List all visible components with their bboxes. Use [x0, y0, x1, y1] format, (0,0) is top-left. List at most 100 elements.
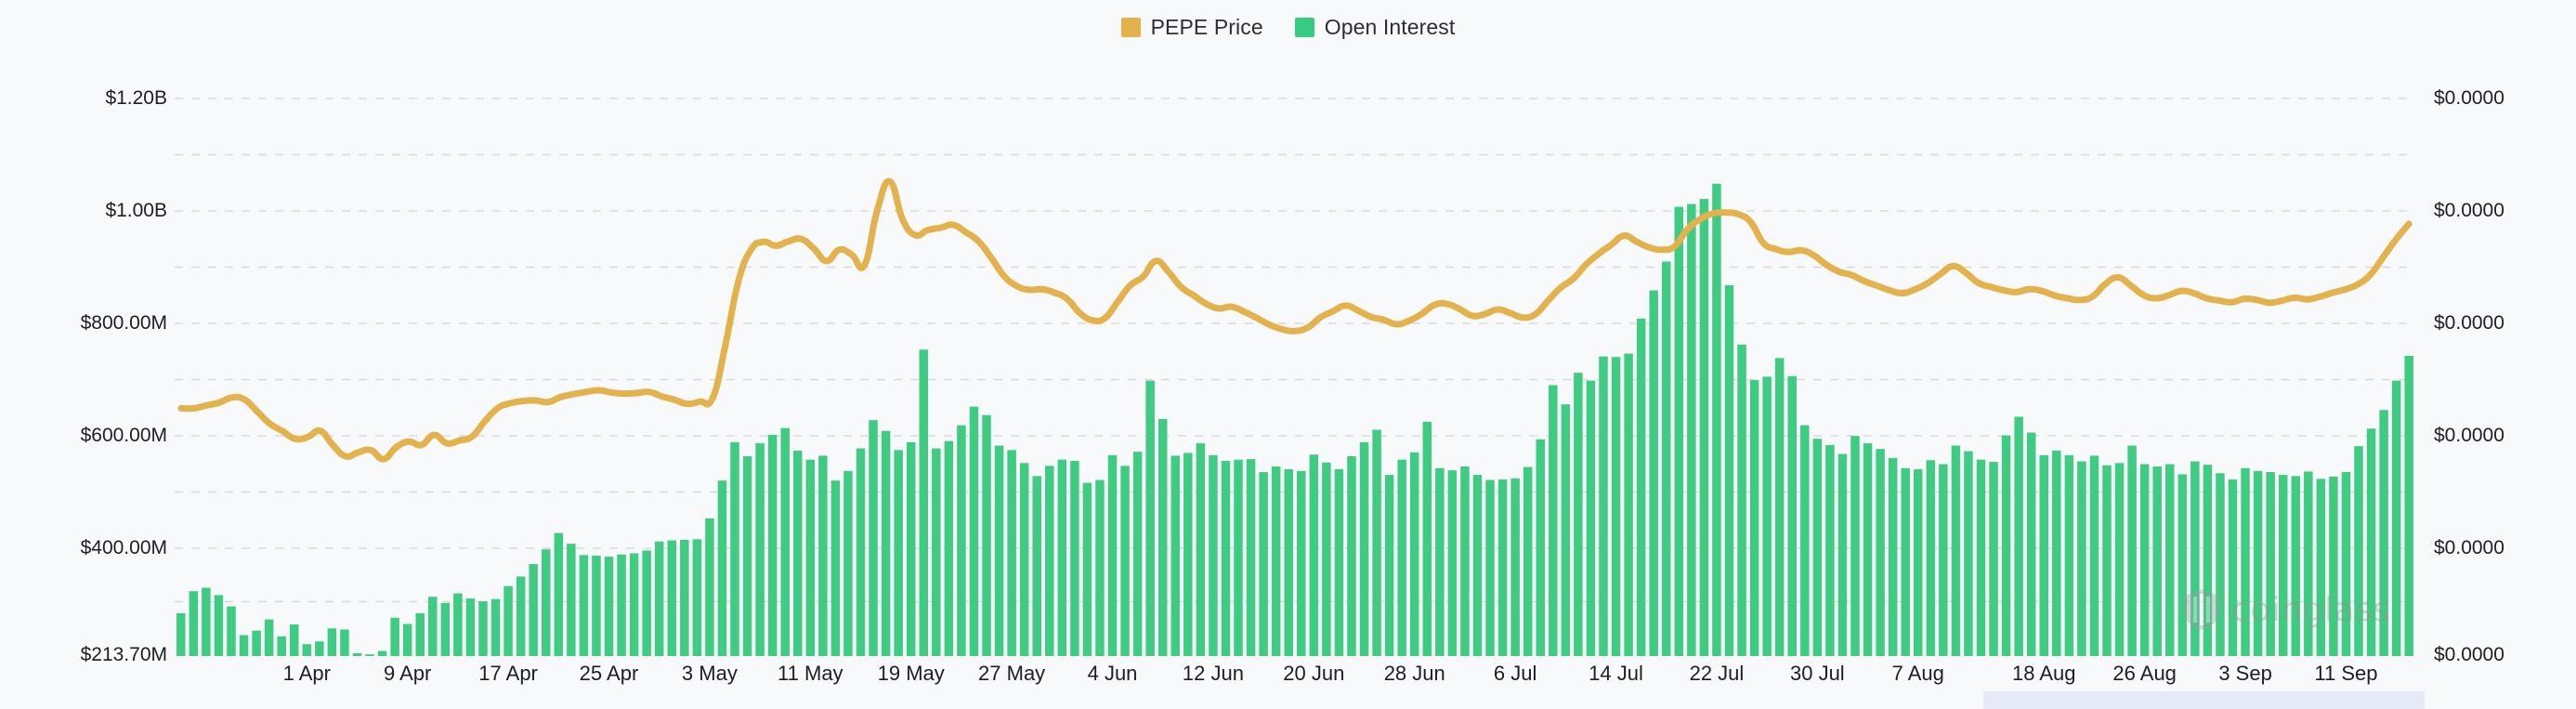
- open-interest-bar: [2177, 474, 2188, 656]
- open-interest-bar: [755, 443, 765, 656]
- open-interest-bar: [478, 601, 488, 656]
- open-interest-bar: [315, 641, 324, 656]
- open-interest-bar: [1586, 380, 1596, 656]
- range-scrollbar[interactable]: [0, 691, 2576, 709]
- open-interest-bar: [428, 597, 438, 656]
- open-interest-bar: [1674, 206, 1684, 656]
- open-interest-bar: [1297, 470, 1306, 656]
- open-interest-bar: [2089, 455, 2099, 656]
- open-interest-bar: [1787, 375, 1797, 656]
- open-interest-bar: [1837, 453, 1848, 656]
- open-interest-bar: [592, 555, 601, 656]
- open-interest-bar: [1120, 466, 1130, 656]
- open-interest-bar: [919, 349, 929, 656]
- y-axis-right-tick: $0.0000: [2434, 537, 2504, 558]
- open-interest-bar: [2266, 472, 2275, 656]
- open-interest-bar: [957, 425, 966, 656]
- open-interest-bar: [2404, 355, 2413, 656]
- x-axis-tick: 1 Apr: [282, 662, 331, 685]
- open-interest-bar: [567, 544, 576, 656]
- legend-item-open-interest[interactable]: Open Interest: [1294, 14, 1456, 40]
- x-axis-tick: 9 Apr: [383, 662, 432, 685]
- open-interest-bar: [1724, 285, 1734, 656]
- open-interest-bar: [554, 532, 564, 656]
- open-interest-bar: [227, 606, 236, 656]
- y-axis-left-tick: $800.00M: [80, 312, 167, 334]
- open-interest-bar: [327, 628, 337, 656]
- open-interest-bar: [1574, 373, 1583, 656]
- legend-label-open-interest: Open Interest: [1324, 14, 1456, 39]
- open-interest-bar: [617, 554, 626, 656]
- open-interest-bar: [1460, 466, 1470, 656]
- open-interest-bar: [906, 441, 916, 656]
- x-axis-tick: 28 Jun: [1383, 662, 1445, 685]
- open-interest-bar: [289, 624, 299, 656]
- open-interest-bar: [2366, 428, 2376, 656]
- open-interest-bar: [1800, 425, 1810, 656]
- open-interest-bar: [440, 602, 451, 656]
- open-interest-bar: [1284, 469, 1293, 656]
- open-interest-bar: [2052, 450, 2061, 656]
- open-interest-bar: [2039, 454, 2049, 656]
- open-interest-bar: [1624, 353, 1633, 656]
- open-interest-bar: [202, 587, 211, 656]
- open-interest-bar: [2304, 471, 2313, 656]
- y-axis-right-tick: $0.0000: [2434, 200, 2504, 221]
- open-interest-bar: [1372, 429, 1381, 656]
- open-interest-bar: [1397, 459, 1406, 656]
- open-interest-bar: [1926, 460, 1936, 656]
- open-interest-bar: [642, 550, 651, 656]
- open-interest-bar: [1485, 479, 1495, 656]
- open-interest-bar: [2026, 432, 2036, 656]
- open-interest-bar: [667, 540, 676, 656]
- open-interest-bar: [2165, 464, 2175, 656]
- open-interest-bar: [1019, 463, 1029, 656]
- open-interest-bar: [1662, 261, 1671, 656]
- open-interest-bar: [1347, 456, 1356, 656]
- open-interest-bar: [1409, 452, 1419, 656]
- x-axis-tick: 17 Apr: [478, 662, 538, 685]
- open-interest-bar: [2354, 446, 2363, 656]
- open-interest-bar: [340, 629, 349, 656]
- open-interest-bar: [1599, 356, 1608, 656]
- open-interest-bar: [780, 427, 790, 656]
- x-axis-tick: 6 Jul: [1493, 662, 1537, 685]
- open-interest-bar: [1157, 418, 1168, 656]
- open-interest-bar: [1057, 459, 1067, 656]
- open-interest-bar: [177, 612, 186, 656]
- plot-area[interactable]: [175, 54, 2415, 656]
- open-interest-bar: [730, 441, 739, 656]
- open-interest-bar: [1095, 479, 1105, 656]
- open-interest-bar: [1712, 183, 1721, 656]
- open-interest-bar: [1447, 470, 1458, 656]
- range-scrollbar-thumb[interactable]: [1983, 691, 2425, 709]
- open-interest-bar: [1876, 449, 1885, 656]
- open-interest-bar: [1737, 344, 1746, 656]
- open-interest-bar: [1032, 476, 1041, 656]
- open-interest-bar: [742, 456, 752, 656]
- open-interest-bar: [2341, 472, 2351, 656]
- y-axis-right: $0.0000 $0.0000 $0.0000 $0.0000 $0.0000 $0.00…: [2423, 54, 2576, 664]
- open-interest-bar: [629, 553, 639, 656]
- open-interest-bar: [2241, 467, 2250, 656]
- open-interest-bar: [1435, 467, 1445, 656]
- legend-item-pepe-price[interactable]: PEPE Price: [1120, 15, 1263, 40]
- open-interest-bar: [2216, 473, 2225, 656]
- open-interest-bar: [1384, 475, 1394, 656]
- open-interest-bar: [1989, 462, 1998, 656]
- open-interest-bar: [1687, 204, 1696, 656]
- open-interest-bar: [516, 576, 526, 656]
- open-interest-bar: [1636, 318, 1646, 656]
- open-interest-bar: [402, 624, 412, 656]
- open-interest-bar: [1132, 452, 1143, 656]
- open-interest-bar: [793, 450, 803, 656]
- open-interest-bar: [529, 564, 538, 656]
- open-interest-bar: [692, 539, 702, 656]
- open-interest-bar: [805, 459, 816, 656]
- y-axis-right-tick: $0.0000: [2434, 87, 2504, 109]
- open-interest-bar: [2203, 465, 2213, 656]
- open-interest-bar: [654, 541, 664, 656]
- open-interest-bar: [390, 617, 399, 656]
- open-interest-bar: [2102, 465, 2112, 656]
- open-interest-bar: [1221, 460, 1231, 656]
